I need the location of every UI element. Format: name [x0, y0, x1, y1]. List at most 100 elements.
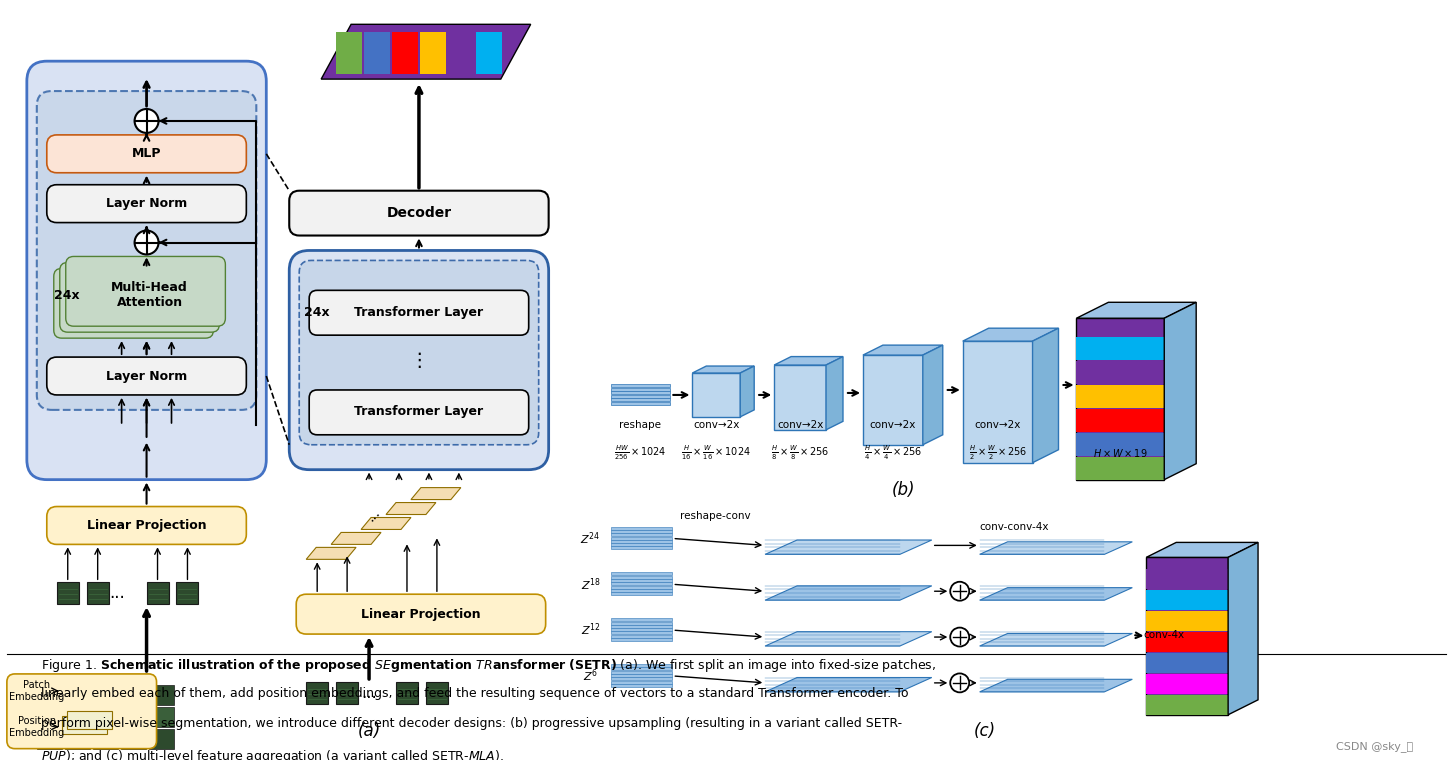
Bar: [1146, 653, 1228, 673]
Bar: [121, 707, 145, 727]
Bar: [67, 711, 112, 729]
Text: 24x: 24x: [54, 289, 80, 302]
FancyBboxPatch shape: [299, 261, 539, 445]
Bar: [65, 685, 90, 705]
Bar: [1076, 385, 1165, 408]
Bar: [1146, 611, 1228, 631]
Bar: [610, 674, 672, 677]
Text: conv→2x: conv→2x: [693, 420, 739, 430]
Bar: [693, 373, 741, 417]
Text: conv→2x: conv→2x: [870, 420, 916, 430]
Text: conv→2x: conv→2x: [974, 420, 1021, 430]
Bar: [1076, 337, 1165, 360]
Bar: [610, 394, 671, 398]
Bar: [610, 629, 672, 631]
Polygon shape: [862, 345, 942, 355]
Polygon shape: [765, 677, 932, 692]
Bar: [610, 398, 671, 401]
Bar: [147, 582, 168, 604]
Text: $\frac{H}{2}\times\frac{W}{2}\times 256$: $\frac{H}{2}\times\frac{W}{2}\times 256$: [968, 444, 1027, 462]
Bar: [65, 707, 90, 727]
Text: Figure 1. $\mathbf{Schematic\ illustration\ of\ the\ proposed}$ $\mathbf{\mathit: Figure 1. $\mathbf{Schematic\ illustrati…: [41, 657, 935, 673]
Bar: [1076, 318, 1165, 480]
Bar: [610, 530, 672, 533]
Text: $Z^{12}$: $Z^{12}$: [581, 622, 601, 638]
FancyBboxPatch shape: [289, 191, 549, 236]
Polygon shape: [980, 634, 1133, 646]
Bar: [610, 543, 672, 546]
Text: $\mathit{PUP}$); and (c) multi-level feature aggregation (a variant called SETR-: $\mathit{PUP}$); and (c) multi-level fea…: [41, 748, 504, 760]
Bar: [148, 729, 173, 749]
Bar: [610, 677, 672, 680]
Bar: [65, 729, 90, 749]
Text: conv-conv-4x: conv-conv-4x: [980, 522, 1050, 533]
Bar: [93, 729, 118, 749]
Polygon shape: [826, 356, 844, 430]
Bar: [306, 682, 328, 704]
Text: $Z^{24}$: $Z^{24}$: [581, 530, 601, 546]
Bar: [1146, 695, 1228, 714]
FancyBboxPatch shape: [46, 135, 247, 173]
Text: (b): (b): [892, 480, 915, 499]
Text: Patch
Embedding: Patch Embedding: [9, 680, 64, 701]
FancyBboxPatch shape: [309, 290, 529, 335]
Text: Linear Projection: Linear Projection: [87, 519, 206, 532]
Text: ⋮: ⋮: [409, 350, 428, 369]
Text: conv→2x: conv→2x: [777, 420, 823, 430]
Bar: [610, 586, 672, 589]
Bar: [36, 729, 62, 749]
Bar: [121, 729, 145, 749]
Text: ...: ...: [363, 505, 383, 524]
Bar: [774, 365, 826, 430]
Bar: [610, 527, 672, 530]
Bar: [610, 576, 672, 579]
Bar: [1146, 632, 1228, 652]
Text: $Z^{18}$: $Z^{18}$: [581, 576, 601, 593]
Bar: [610, 671, 672, 673]
Text: Transformer Layer: Transformer Layer: [354, 405, 484, 419]
Text: $Z^{6}$: $Z^{6}$: [584, 667, 598, 684]
Polygon shape: [411, 488, 460, 499]
Text: Layer Norm: Layer Norm: [106, 197, 187, 211]
Bar: [396, 682, 418, 704]
Polygon shape: [1165, 302, 1196, 480]
Bar: [121, 685, 145, 705]
Bar: [476, 32, 502, 74]
Bar: [335, 32, 362, 74]
Polygon shape: [980, 542, 1133, 554]
Circle shape: [135, 230, 158, 255]
Text: reshape: reshape: [620, 420, 662, 430]
Bar: [447, 32, 473, 74]
Polygon shape: [693, 366, 754, 373]
Text: $\frac{H}{16}\times\frac{W}{16}\times 1024$: $\frac{H}{16}\times\frac{W}{16}\times 10…: [681, 444, 751, 462]
Text: Decoder: Decoder: [386, 206, 452, 220]
Text: (c): (c): [974, 722, 996, 739]
Polygon shape: [774, 356, 844, 365]
Text: perform pixel-wise segmentation, we introduce different decoder designs: (b) pro: perform pixel-wise segmentation, we intr…: [41, 717, 902, 730]
Bar: [87, 582, 109, 604]
FancyBboxPatch shape: [60, 262, 219, 332]
Bar: [862, 355, 923, 445]
Circle shape: [950, 581, 968, 600]
Text: CSDN @sky_祐: CSDN @sky_祐: [1336, 742, 1413, 752]
Bar: [1076, 361, 1165, 384]
Polygon shape: [1076, 302, 1196, 318]
Bar: [610, 391, 671, 394]
FancyBboxPatch shape: [26, 61, 266, 480]
Polygon shape: [765, 540, 932, 554]
Text: $\frac{H}{8}\times\frac{W}{8}\times 256$: $\frac{H}{8}\times\frac{W}{8}\times 256$: [771, 444, 829, 462]
FancyBboxPatch shape: [46, 506, 247, 544]
Bar: [610, 622, 672, 625]
Polygon shape: [923, 345, 942, 445]
Bar: [610, 681, 672, 683]
Bar: [610, 638, 672, 641]
Bar: [1146, 674, 1228, 694]
Polygon shape: [980, 679, 1133, 692]
Polygon shape: [980, 587, 1133, 600]
FancyBboxPatch shape: [309, 390, 529, 435]
Polygon shape: [362, 518, 411, 530]
Text: Multi-Head
Attention: Multi-Head Attention: [112, 281, 187, 309]
Bar: [610, 589, 672, 592]
FancyBboxPatch shape: [65, 256, 225, 326]
FancyBboxPatch shape: [54, 268, 213, 338]
